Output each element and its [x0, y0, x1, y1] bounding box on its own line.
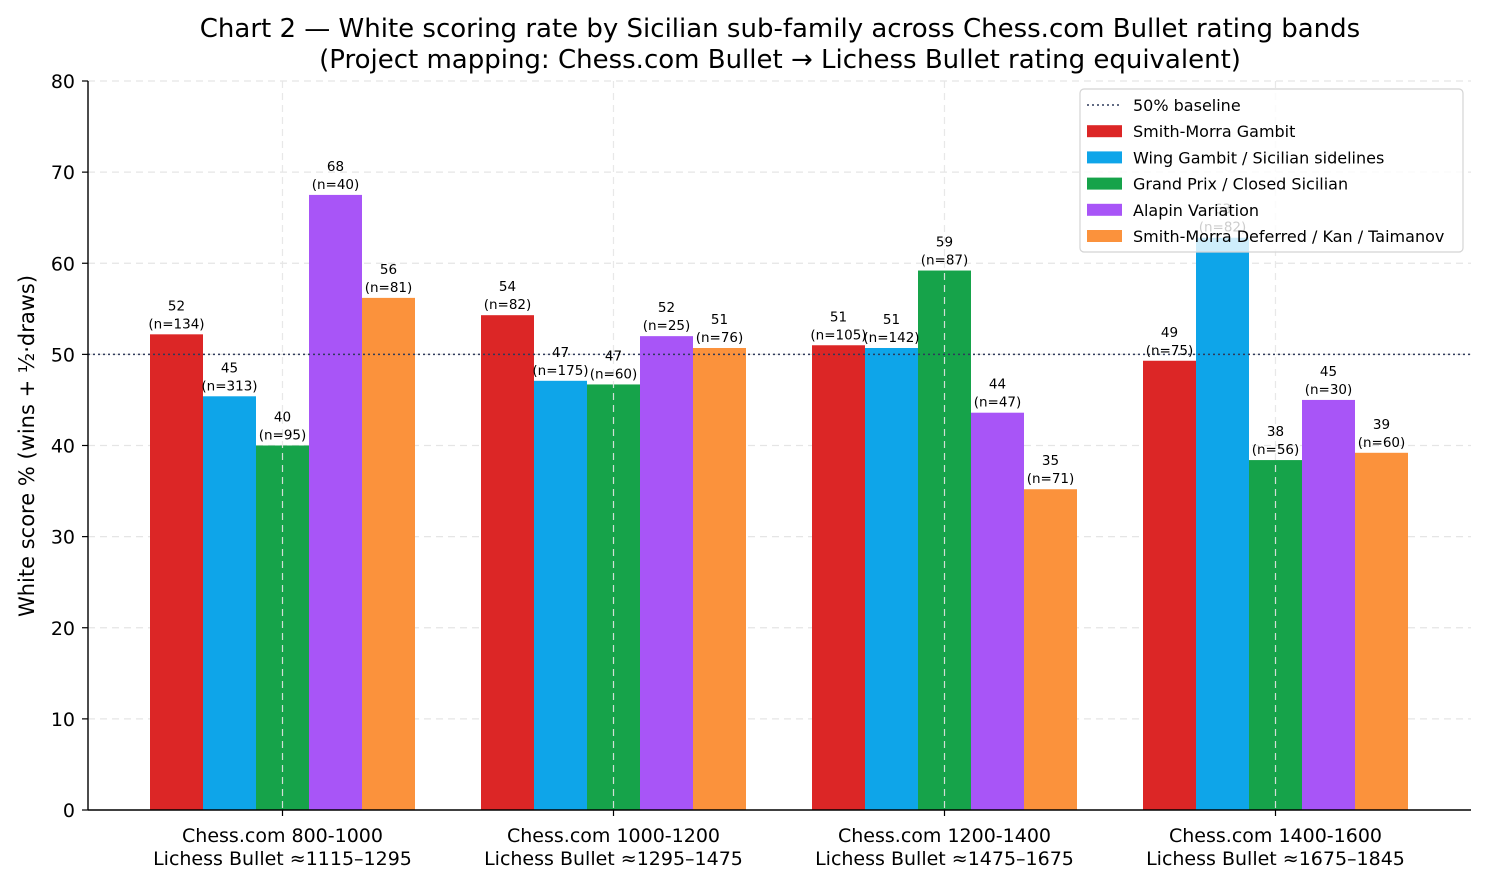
data-label-count: (n=134) [148, 316, 204, 332]
legend-label: Alapin Variation [1133, 201, 1259, 220]
y-tick-label: 80 [51, 71, 75, 93]
data-label-value: 49 [1161, 325, 1178, 341]
data-label-value: 39 [1373, 417, 1390, 433]
bar [693, 347, 746, 810]
bar [1302, 399, 1355, 810]
data-label-value: 51 [830, 309, 847, 325]
bars [88, 81, 1471, 811]
data-label-count: (n=47) [974, 395, 1022, 411]
legend-swatch [1087, 151, 1122, 164]
data-label-count: (n=56) [1252, 442, 1300, 458]
bar [971, 412, 1024, 810]
bar [362, 297, 415, 810]
legend-swatch [1087, 177, 1122, 190]
legend-label: Grand Prix / Closed Sicilian [1133, 175, 1348, 194]
data-label-count: (n=87) [921, 253, 969, 269]
chart-title: Chart 2 — White scoring rate by Sicilian… [200, 14, 1360, 44]
legend: 50% baseline Smith-Morra Gambit Wing Gambi… [1079, 88, 1464, 253]
data-label-count: (n=313) [201, 378, 257, 394]
x-tick-label-line2: Lichess Bullet ≈1675–1845 [1146, 848, 1405, 870]
y-tick-label: 60 [51, 253, 75, 275]
bar [309, 194, 362, 810]
data-label-count: (n=142) [863, 330, 919, 346]
data-label-value: 52 [658, 300, 675, 316]
legend-swatch [1087, 125, 1122, 138]
data-label-count: (n=30) [1305, 382, 1353, 398]
data-label-count: (n=76) [696, 330, 744, 346]
data-label-count: (n=95) [259, 428, 307, 444]
legend-label: Smith-Morra Gambit [1133, 122, 1295, 141]
legend-box [1079, 88, 1464, 253]
x-tick-label-line2: Lichess Bullet ≈1295–1475 [484, 848, 743, 870]
bar [203, 396, 256, 810]
x-tick-label-line2: Lichess Bullet ≈1475–1675 [815, 848, 1074, 870]
data-label-count: (n=25) [643, 318, 691, 334]
legend-swatch [1087, 230, 1122, 242]
data-label-count: (n=60) [590, 366, 638, 382]
bar [865, 347, 918, 810]
y-tick-label: 10 [51, 709, 75, 731]
x-tick-label-line2: Lichess Bullet ≈1115–1295 [153, 848, 412, 870]
legend-label: Smith-Morra Deferred / Kan / Taimanov [1133, 227, 1444, 246]
data-label-value: 38 [1267, 424, 1284, 440]
y-tick-label: 30 [51, 527, 75, 549]
data-label-count: (n=40) [312, 177, 360, 193]
y-tick-label: 0 [63, 800, 75, 822]
bar [481, 315, 534, 810]
data-label-value: 47 [605, 348, 622, 364]
bar [1355, 452, 1408, 810]
bar [1143, 360, 1196, 810]
bar [640, 336, 693, 810]
x-tick-label-line1: Chess.com 1000-1200 [507, 825, 720, 847]
data-label-value: 52 [168, 298, 185, 314]
data-label-value: 51 [711, 312, 728, 328]
data-label-value: 56 [380, 262, 397, 278]
y-tick-label: 70 [51, 162, 75, 184]
data-label-value: 68 [327, 159, 344, 175]
y-axis-label: White score % (wins + ½·draws) [15, 275, 39, 617]
y-tick-label: 50 [51, 344, 75, 366]
data-label-count: (n=82) [484, 297, 532, 313]
y-tick-label: 40 [51, 436, 75, 458]
x-tick-label-line1: Chess.com 1200-1400 [838, 825, 1051, 847]
data-label-count: (n=60) [1358, 435, 1406, 451]
bar [150, 334, 203, 810]
data-label-value: 59 [936, 235, 953, 251]
legend-label: 50% baseline [1133, 96, 1241, 115]
bar [1196, 237, 1249, 811]
data-label-value: 40 [274, 410, 291, 426]
bar [534, 380, 587, 810]
legend-swatch [1087, 203, 1122, 216]
data-label-count: (n=71) [1027, 471, 1075, 487]
data-label-count: (n=75) [1146, 343, 1194, 359]
data-label-value: 35 [1042, 453, 1059, 469]
bar [1024, 489, 1077, 810]
data-label-count: (n=105) [810, 327, 866, 343]
y-tick-label: 20 [51, 618, 75, 640]
chart-subtitle: (Project mapping: Chess.com Bullet → Lic… [319, 45, 1241, 75]
data-label-value: 44 [989, 377, 1006, 393]
bar [812, 345, 865, 810]
x-tick-label-line1: Chess.com 800-1000 [182, 825, 383, 847]
x-tick-label-line1: Chess.com 1400-1600 [1169, 825, 1382, 847]
data-label-value: 51 [883, 312, 900, 328]
data-label-count: (n=81) [365, 280, 413, 296]
data-label-value: 54 [499, 279, 516, 295]
data-label-value: 47 [552, 345, 569, 361]
data-label-value: 45 [221, 360, 238, 376]
data-label-count: (n=175) [532, 363, 588, 379]
legend-label: Wing Gambit / Sicilian sidelines [1133, 148, 1384, 167]
data-label-value: 45 [1320, 364, 1337, 380]
